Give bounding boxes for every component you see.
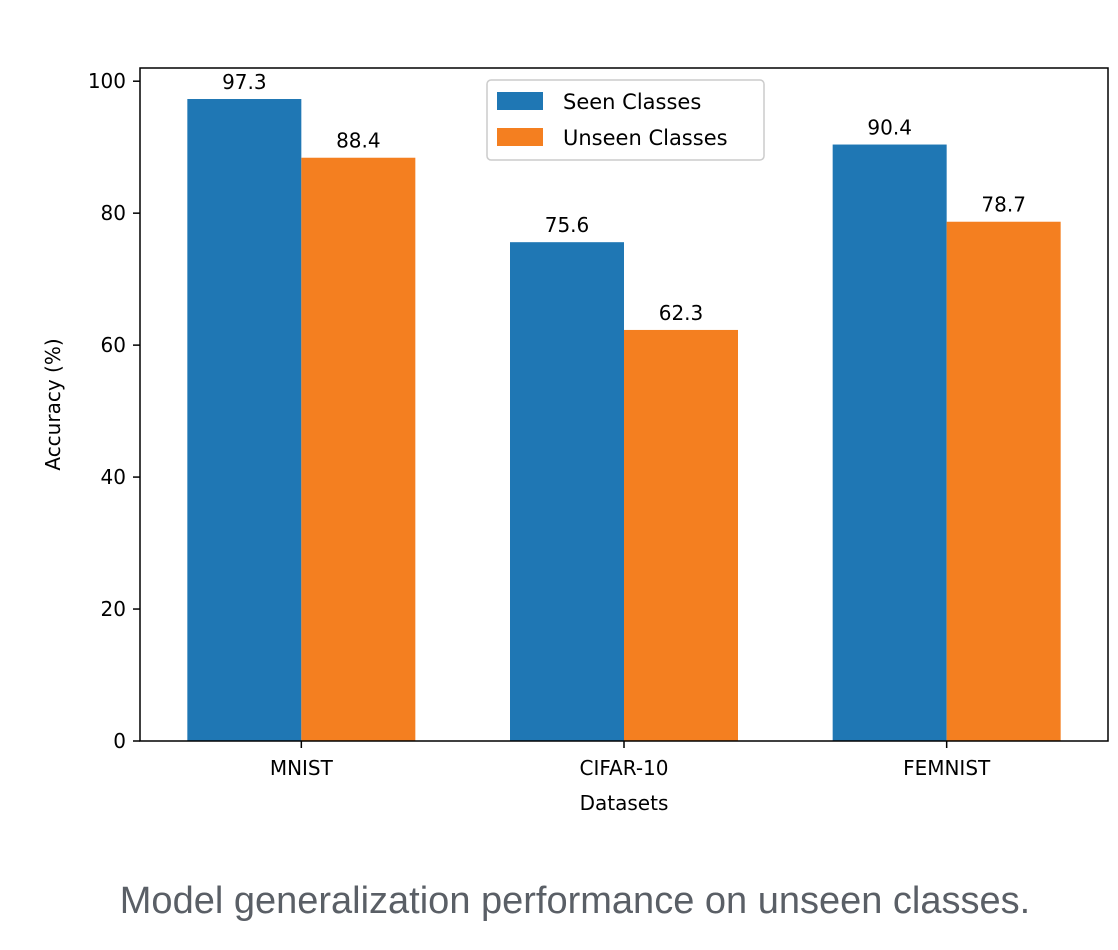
bar-unseen-classes-mnist	[301, 157, 416, 741]
bar-value-label: 97.3	[222, 70, 267, 94]
bar-value-label: 78.7	[981, 193, 1026, 217]
legend-swatch-unseen-classes	[497, 128, 543, 146]
y-tick-label: 80	[101, 201, 126, 225]
bars-layer	[187, 99, 1061, 742]
bar-chart: 97.3 88.4 75.6 62.3 90.4 78.7 0 20 40 60 80 100 MN…	[41, 67, 1109, 815]
x-axis: MNIST CIFAR-10 FEMNIST	[270, 741, 991, 780]
legend-label-seen-classes: Seen Classes	[563, 90, 701, 114]
bar-value-label: 88.4	[336, 129, 381, 153]
bar-unseen-classes-cifar-10	[624, 329, 738, 741]
legend-label-unseen-classes: Unseen Classes	[563, 126, 728, 150]
bar-seen-classes-femnist	[832, 144, 947, 742]
y-tick-label: 0	[113, 729, 126, 753]
bar-unseen-classes-femnist	[946, 221, 1061, 741]
figure-caption: Model generalization performance on unse…	[119, 880, 1031, 922]
bar-value-label: 90.4	[867, 116, 912, 140]
bar-value-label: 62.3	[659, 301, 704, 325]
y-tick-label: 100	[88, 69, 126, 93]
x-tick-label: MNIST	[270, 756, 334, 780]
legend: Seen Classes Unseen Classes	[486, 79, 765, 161]
y-tick-label: 40	[101, 465, 126, 489]
y-tick-label: 60	[101, 333, 126, 357]
x-tick-label: FEMNIST	[903, 756, 991, 780]
x-axis-label: Datasets	[580, 791, 669, 815]
x-tick-label: CIFAR-10	[580, 756, 669, 780]
bar-value-label: 75.6	[545, 213, 590, 237]
legend-swatch-seen-classes	[497, 92, 543, 110]
data-labels-layer: 97.3 88.4 75.6 62.3 90.4 78.7	[222, 70, 1026, 325]
bar-seen-classes-cifar-10	[510, 242, 624, 741]
legend-box	[486, 79, 765, 161]
y-tick-label: 20	[101, 597, 126, 621]
y-axis-label: Accuracy (%)	[41, 338, 65, 470]
y-axis: 0 20 40 60 80 100	[88, 69, 140, 753]
bar-seen-classes-mnist	[187, 99, 302, 741]
